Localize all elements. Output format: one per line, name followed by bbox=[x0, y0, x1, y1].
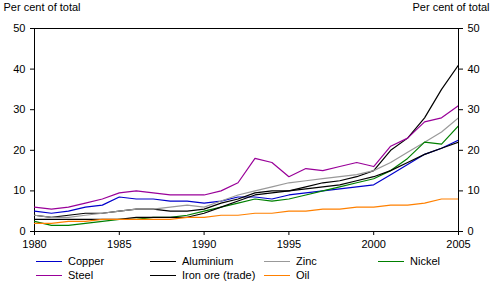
svg-text:50: 50 bbox=[13, 22, 25, 34]
svg-text:Per cent of total: Per cent of total bbox=[4, 1, 81, 13]
svg-text:0: 0 bbox=[19, 225, 25, 237]
html-text:Zinc: Zinc bbox=[296, 255, 317, 267]
svg-text:10: 10 bbox=[468, 184, 480, 196]
html-text:Iron ore (trade): Iron ore (trade) bbox=[182, 269, 256, 281]
svg-text:1995: 1995 bbox=[277, 238, 301, 250]
html-text:Oil: Oil bbox=[296, 269, 310, 281]
svg-text:2000: 2000 bbox=[361, 238, 385, 250]
svg-text:1980: 1980 bbox=[22, 238, 46, 250]
svg-text:2005: 2005 bbox=[446, 238, 470, 250]
svg-text:20: 20 bbox=[13, 144, 25, 156]
svg-text:Per cent of total: Per cent of total bbox=[412, 1, 489, 13]
svg-text:0: 0 bbox=[468, 225, 474, 237]
html-text:Nickel: Nickel bbox=[410, 255, 440, 267]
svg-text:20: 20 bbox=[468, 144, 480, 156]
html-text:Copper: Copper bbox=[68, 255, 105, 267]
svg-text:30: 30 bbox=[13, 103, 25, 115]
svg-text:10: 10 bbox=[13, 184, 25, 196]
svg-text:50: 50 bbox=[468, 22, 480, 34]
svg-text:1985: 1985 bbox=[107, 238, 131, 250]
html-text:Steel: Steel bbox=[68, 269, 94, 281]
svg-text:40: 40 bbox=[468, 63, 480, 75]
svg-text:40: 40 bbox=[13, 63, 25, 75]
svg-text:30: 30 bbox=[468, 103, 480, 115]
svg-text:1990: 1990 bbox=[192, 238, 216, 250]
html-text:Aluminium: Aluminium bbox=[182, 255, 234, 267]
